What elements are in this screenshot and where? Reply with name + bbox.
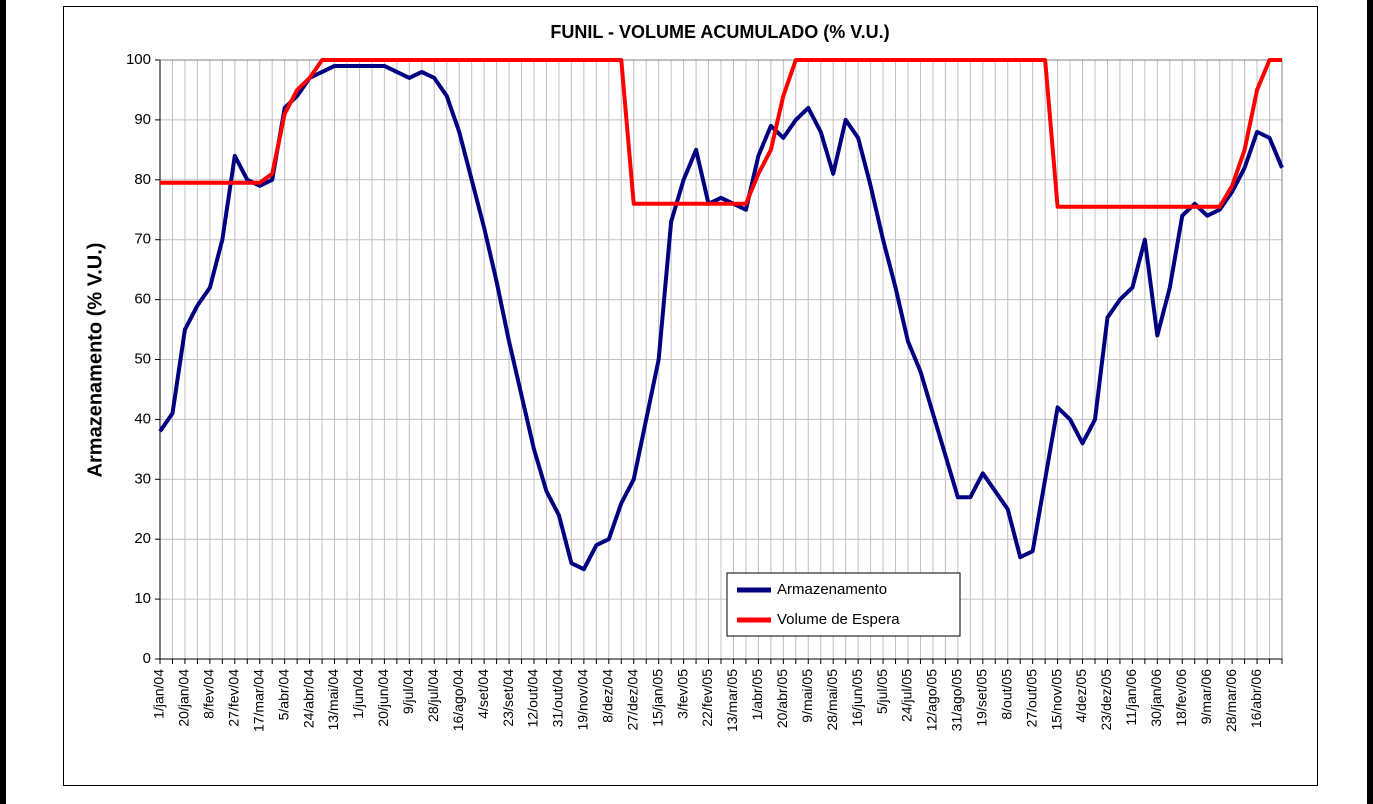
x-tick-label: 20/abr/05 [774, 669, 790, 728]
x-tick-label: 5/abr/04 [275, 669, 291, 721]
x-tick-label: 19/nov/04 [575, 669, 591, 731]
x-tick-label: 9/mar/06 [1198, 669, 1214, 724]
x-tick-label: 22/fev/05 [699, 669, 715, 727]
x-tick-label: 27/dez/04 [624, 669, 640, 731]
x-tick-label: 9/mai/05 [799, 669, 815, 723]
legend-box [726, 572, 961, 637]
x-tick-label: 30/jan/06 [1148, 669, 1164, 727]
chart-title: FUNIL - VOLUME ACUMULADO (% V.U.) [550, 22, 889, 42]
x-tick-label: 15/nov/05 [1048, 669, 1064, 731]
x-tick-label: 13/mai/04 [325, 669, 341, 731]
x-tick-label: 16/jun/05 [849, 669, 865, 727]
x-tick-label: 12/ago/05 [924, 669, 940, 731]
x-tick-label: 28/jul/04 [425, 669, 441, 722]
right-edge [1367, 0, 1373, 804]
y-tick-label: 40 [134, 410, 151, 427]
y-tick-label: 80 [134, 171, 151, 188]
x-tick-label: 1/jun/04 [350, 669, 366, 719]
y-axis-label: Armazenamento (% V.U.) [84, 243, 106, 478]
x-tick-label: 1/abr/05 [749, 669, 765, 721]
y-tick-label: 0 [143, 650, 151, 667]
x-tick-label: 9/jul/04 [400, 669, 416, 714]
x-tick-label: 13/mar/05 [724, 669, 740, 732]
x-tick-label: 24/abr/04 [300, 669, 316, 728]
x-tick-label: 19/set/05 [974, 669, 990, 727]
x-tick-label: 8/out/05 [998, 669, 1014, 720]
x-tick-label: 18/fev/06 [1173, 669, 1189, 727]
x-tick-label: 28/mar/06 [1223, 669, 1239, 732]
y-tick-label: 70 [134, 231, 151, 248]
x-tick-label: 15/jan/05 [649, 669, 665, 727]
legend-label: Volume de Espera [777, 611, 900, 628]
y-tick-label: 100 [126, 51, 151, 68]
x-tick-label: 23/set/04 [500, 669, 516, 727]
chart-frame [63, 6, 1318, 786]
data-line [158, 63, 1284, 572]
y-tick-label: 30 [134, 470, 151, 487]
x-tick-label: 17/mar/04 [250, 669, 266, 732]
x-tick-label: 3/fev/05 [674, 669, 690, 719]
y-tick-label: 90 [134, 111, 151, 128]
x-tick-label: 20/jan/04 [176, 669, 192, 727]
y-tick-label: 20 [134, 530, 151, 547]
x-tick-label: 16/abr/06 [1248, 669, 1264, 728]
x-tick-label: 8/dez/04 [600, 669, 616, 723]
x-tick-label: 12/out/04 [525, 669, 541, 728]
x-tick-label: 27/out/05 [1023, 669, 1039, 728]
x-tick-label: 4/dez/05 [1073, 669, 1089, 723]
x-tick-label: 31/ago/05 [949, 669, 965, 731]
y-tick-label: 10 [134, 590, 151, 607]
y-tick-label: 60 [134, 291, 151, 308]
x-tick-label: 8/fev/04 [201, 669, 217, 719]
x-tick-label: 4/set/04 [475, 669, 491, 719]
x-tick-label: 24/jul/05 [899, 669, 915, 722]
y-tick-label: 50 [134, 350, 151, 367]
left-edge [0, 0, 6, 804]
x-tick-label: 28/mai/05 [824, 669, 840, 731]
x-tick-label: 27/fev/04 [226, 669, 242, 727]
x-tick-label: 16/ago/04 [450, 669, 466, 731]
x-tick-label: 20/jun/04 [375, 669, 391, 727]
x-tick-label: 5/jul/05 [874, 669, 890, 714]
legend-label: Armazenamento [777, 581, 887, 598]
data-line [160, 58, 1282, 209]
x-tick-label: 11/jan/06 [1123, 669, 1139, 726]
x-tick-label: 1/jan/04 [151, 669, 167, 719]
x-tick-label: 31/out/04 [550, 669, 566, 728]
x-tick-label: 23/dez/05 [1098, 669, 1114, 731]
